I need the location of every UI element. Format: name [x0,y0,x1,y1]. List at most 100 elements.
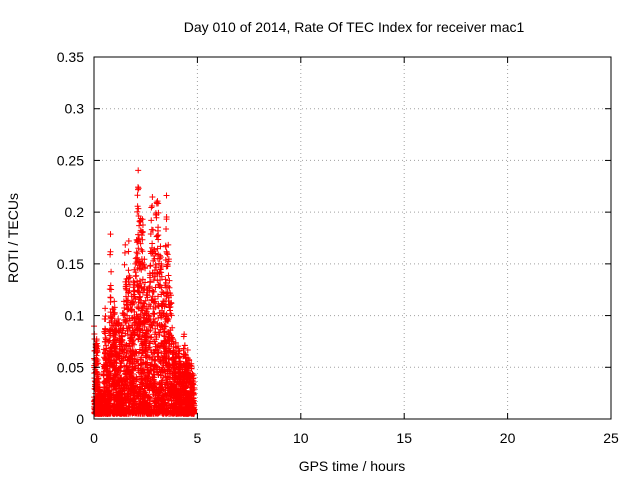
roti-point [107,357,114,364]
roti-point [155,209,162,216]
roti-point [139,248,146,255]
roti-point [142,382,149,389]
roti-point [133,254,140,261]
roti-point [135,245,142,252]
roti-point [99,396,106,403]
roti-point [119,322,126,329]
roti-point [158,397,165,404]
roti-point [156,269,163,276]
roti-point [145,328,152,335]
roti-point [159,289,166,296]
roti-point [190,375,197,382]
roti-point [163,359,170,366]
roti-point [108,350,115,357]
roti-point [163,225,170,232]
roti-point [149,322,156,329]
roti-point [169,324,176,331]
roti-point [163,192,170,199]
roti-point [190,390,197,397]
roti-point [157,243,164,250]
roti-point [151,367,158,374]
roti-point [151,363,158,370]
y-tick-label: 0.1 [65,308,85,324]
roti-point [148,226,155,233]
roti-point [177,404,184,411]
roti-point [162,297,169,304]
roti-point [176,358,183,365]
roti-point [165,356,172,363]
roti-point [118,341,125,348]
roti-point [145,410,152,417]
roti-point [109,313,116,320]
roti-point [128,331,135,338]
roti-point [155,236,162,243]
roti-point [113,404,120,411]
roti-point [144,292,151,299]
roti-point [150,257,157,264]
roti-point [122,378,129,385]
roti-point [140,300,147,307]
roti-point [102,305,109,312]
roti-point [147,262,154,269]
roti-point [139,347,146,354]
roti-point [125,248,132,255]
roti-point [131,266,138,273]
roti-point [116,364,123,371]
roti-point [116,356,123,363]
roti-point [144,378,151,385]
roti-point [183,406,190,413]
roti-point [134,250,141,257]
roti-point [185,396,192,403]
roti-point [136,277,143,284]
roti-point [144,318,151,325]
roti-point [171,366,178,373]
roti-point [184,370,191,377]
roti-point [126,287,133,294]
roti-point [173,399,180,406]
roti-point [118,329,125,336]
roti-point [160,310,167,317]
roti-point [148,217,155,224]
roti-point [157,309,164,316]
roti-point [190,381,197,388]
roti-point [139,260,146,267]
roti-point [128,353,135,360]
roti-point [152,343,159,350]
roti-point [124,374,131,381]
roti-point [95,388,102,395]
roti-point [131,315,138,322]
roti-point [111,345,118,352]
roti-point [134,192,141,199]
y-tick-label: 0.25 [57,152,84,168]
roti-point [122,330,129,337]
roti-point [139,307,146,314]
roti-point [135,405,142,412]
y-tick-label: 0 [76,411,84,427]
roti-point [132,410,139,417]
roti-point [141,366,148,373]
roti-point [149,193,156,200]
roti-point [111,317,118,324]
roti-point [111,382,118,389]
roti-point [111,298,118,305]
roti-point [135,184,142,191]
roti-point [94,360,101,367]
roti-point [138,246,145,253]
roti-point [110,392,117,399]
roti-point [148,204,155,211]
roti-point [114,369,121,376]
roti-point [145,402,152,409]
roti-point [162,279,169,286]
roti-point [154,232,161,239]
roti-point [108,326,115,333]
roti-point [168,389,175,396]
roti-point [158,262,165,269]
roti-point [129,367,136,374]
roti-point [94,394,101,401]
roti-point [124,381,131,388]
roti-point [184,347,191,354]
roti-point [128,299,135,306]
roti-point [176,381,183,388]
roti-point [177,376,184,383]
roti-point [165,283,172,290]
